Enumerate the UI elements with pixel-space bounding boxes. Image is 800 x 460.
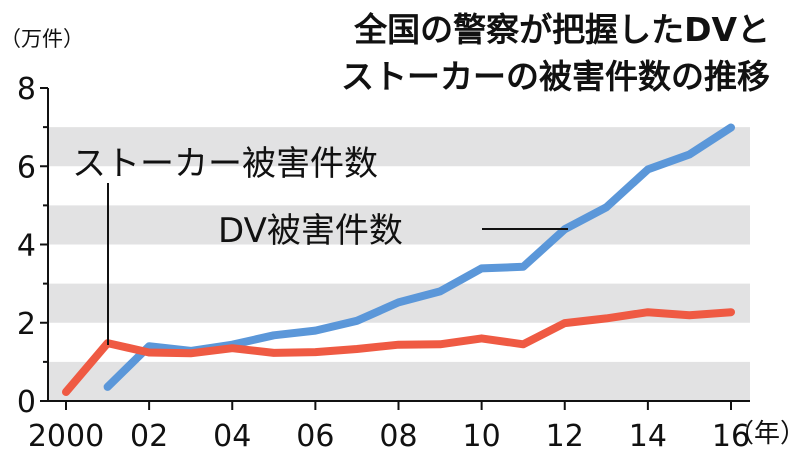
x-tick-label: 08 — [379, 419, 417, 454]
y-tick-label: 6 — [17, 150, 36, 185]
y-tick-label: 0 — [17, 385, 36, 420]
grid-band — [48, 127, 750, 167]
series-label-stalker: ストーカー被害件数 — [72, 144, 378, 184]
y-tick-label: 8 — [17, 72, 36, 107]
series-points — [65, 127, 732, 393]
series-label-dv: DV被害件数 — [218, 211, 403, 251]
x-tick-label: 02 — [130, 419, 168, 454]
x-tick-label: 2000 — [28, 419, 104, 454]
x-axis-unit: （年） — [728, 419, 800, 449]
x-tick-label: 12 — [546, 419, 584, 454]
x-axis-ticks: 2000 02 04 06 08 10 12 14 16 — [28, 401, 750, 454]
x-tick-label: 16 — [712, 419, 750, 454]
x-tick-label: 06 — [296, 419, 334, 454]
x-tick-label: 14 — [629, 419, 667, 454]
y-tick-label: 2 — [17, 307, 36, 342]
chart-title-line-2: ストーカーの被害件数の推移 — [341, 57, 770, 96]
grid-band — [48, 361, 750, 401]
grid-band — [48, 205, 750, 245]
x-tick-label: 10 — [463, 419, 501, 454]
chart-title-line-1: 全国の警察が把握したDVと — [353, 10, 770, 49]
y-tick-label: 4 — [17, 229, 36, 264]
y-axis-unit: （万件） — [0, 27, 84, 51]
y-axis-ticks: 0 2 4 6 8 — [17, 72, 48, 420]
x-tick-label: 04 — [213, 419, 251, 454]
